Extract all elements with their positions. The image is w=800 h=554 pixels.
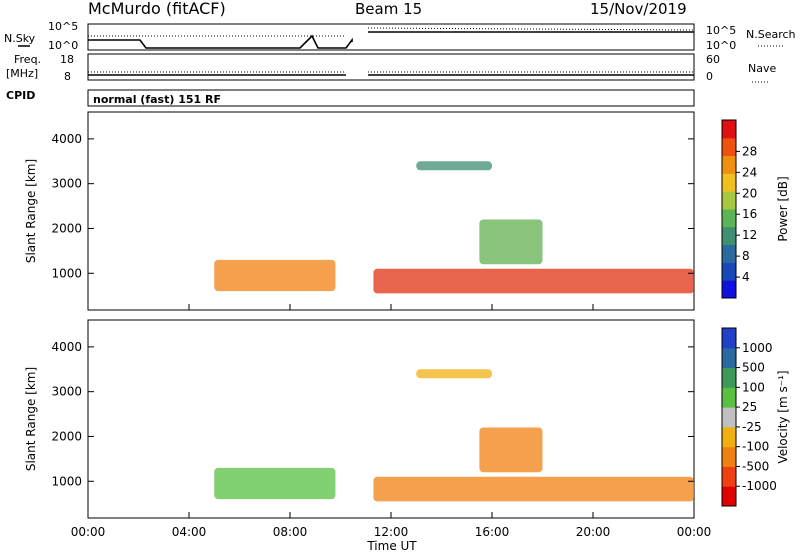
- x-axis-label: Time UT: [366, 539, 417, 553]
- noise-right-tick-top: 10^5: [706, 24, 736, 37]
- power-panel: 1000 2000 3000 4000 Slant Range [km] 4 8 12 16 20…: [24, 111, 790, 311]
- colorbar-segment: [722, 280, 736, 299]
- y-tick-label: 1000: [51, 474, 82, 488]
- x-tick-label: 00:00: [71, 525, 106, 539]
- echo-feature: [214, 467, 336, 500]
- colorbar-segment: [722, 262, 736, 281]
- data-gap: [345, 113, 374, 309]
- colorbar-tick-label: 28: [742, 144, 757, 158]
- colorbar-segment: [722, 328, 736, 349]
- colorbar-segment: [722, 367, 736, 388]
- echo-feature: [214, 259, 336, 292]
- cpid-panel-frame: [87, 89, 695, 107]
- colorbar-segment: [722, 173, 736, 192]
- colorbar-tick-label: -1000: [742, 479, 777, 493]
- colorbar-label: Power [dB]: [776, 176, 790, 241]
- colorbar-segment: [722, 226, 736, 246]
- colorbar-segment: [722, 244, 736, 263]
- data-gap: [345, 321, 374, 517]
- date-title: 15/Nov/2019: [590, 0, 687, 18]
- colorbar-segment: [722, 120, 736, 139]
- colorbar-segment: [722, 155, 736, 174]
- velocity-panel: 1000 2000 3000 4000 Slant Range [km] 1000 500 1…: [24, 319, 790, 519]
- beam-title: Beam 15: [355, 0, 422, 18]
- colorbar-tick-label: 12: [742, 228, 757, 242]
- y-tick-label: 3000: [51, 177, 82, 191]
- y-axis-label: Slant Range [km]: [24, 367, 38, 471]
- y-axis-label: Slant Range [km]: [24, 159, 38, 263]
- freq-left-label-1: Freq.: [14, 53, 41, 66]
- station-title: McMurdo (fitACF): [88, 0, 226, 18]
- freq-panel-frame: [87, 53, 695, 81]
- colorbar-segment: [722, 466, 736, 487]
- colorbar-tick-label: 25: [742, 400, 757, 414]
- y-tick-label: 2000: [51, 429, 82, 443]
- colorbar-tick-label: -500: [742, 459, 769, 473]
- echo-feature: [373, 268, 694, 294]
- colorbar-tick-label: 20: [742, 186, 757, 200]
- colorbar-segment: [722, 407, 736, 428]
- freq-left-tick-bottom: 8: [64, 70, 71, 83]
- time-axis: 00:00 04:00 08:00 12:00 16:00 20:00 00:00: [71, 304, 712, 539]
- noise-left-label: N.Sky: [4, 32, 36, 45]
- y-tick-label: 3000: [51, 385, 82, 399]
- colorbar-segment: [722, 209, 736, 228]
- freq-right-tick-bottom: 0: [706, 70, 713, 83]
- freq-right-tick-top: 60: [706, 53, 720, 66]
- cpid-label: CPID: [6, 89, 35, 102]
- echo-feature: [479, 219, 543, 265]
- noise-left-tick-top: 10^5: [48, 20, 78, 33]
- colorbar-tick-label: 1000: [742, 341, 773, 355]
- colorbar-segment: [722, 486, 736, 507]
- y-tick-label: 4000: [51, 132, 82, 146]
- x-tick-label: 20:00: [576, 525, 611, 539]
- freq-right-label: Nave: [748, 62, 776, 75]
- x-tick-label: 16:00: [475, 525, 510, 539]
- colorbar-tick-label: 4: [742, 270, 750, 284]
- colorbar-tick-label: -100: [742, 440, 769, 454]
- colorbar-frame: [721, 119, 737, 299]
- colorbar-tick-label: 100: [742, 380, 765, 394]
- cpid-value: normal (fast) 151 RF: [93, 93, 221, 106]
- colorbar-tick-label: -25: [742, 420, 762, 434]
- x-tick-label: 12:00: [374, 525, 409, 539]
- colorbar-tick-label: 500: [742, 361, 765, 375]
- colorbar-label: Velocity [m s⁻¹]: [776, 370, 790, 463]
- colorbar-tick-label: 16: [742, 207, 757, 221]
- colorbar-segment: [722, 191, 736, 210]
- noise-right-label: N.Search: [746, 28, 796, 41]
- colorbar-tick-label: 24: [742, 165, 757, 179]
- echo-feature: [479, 427, 543, 473]
- x-tick-label: 00:00: [677, 525, 712, 539]
- freq-left-label-2: [MHz]: [6, 67, 38, 80]
- noise-panel-frame: [87, 23, 695, 51]
- noise-sky-line: [88, 31, 694, 49]
- echo-feature: [373, 476, 694, 502]
- freq-left-tick-top: 18: [60, 53, 74, 66]
- echo-feature: [416, 369, 492, 379]
- noise-search-line: [88, 27, 695, 37]
- echo-feature: [416, 161, 492, 171]
- y-tick-label: 1000: [51, 266, 82, 280]
- colorbar-segment: [722, 137, 736, 157]
- colorbar-segment: [722, 387, 736, 408]
- noise-left-tick-bottom: 10^0: [48, 39, 78, 52]
- colorbar-segment: [722, 446, 736, 467]
- y-tick-label: 2000: [51, 221, 82, 235]
- colorbar-segment: [722, 426, 736, 448]
- y-tick-label: 4000: [51, 340, 82, 354]
- colorbar-frame: [721, 327, 737, 507]
- colorbar-tick-label: 8: [742, 249, 750, 263]
- noise-right-tick-bottom: 10^0: [706, 39, 736, 52]
- x-tick-label: 04:00: [172, 525, 207, 539]
- colorbar-segment: [722, 347, 736, 369]
- x-tick-label: 08:00: [273, 525, 308, 539]
